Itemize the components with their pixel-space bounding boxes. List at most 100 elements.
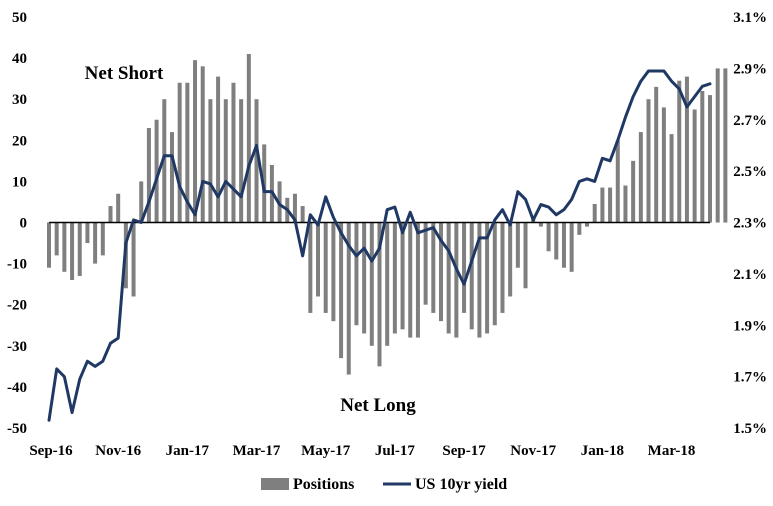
right-tick-label: 1.7%	[733, 370, 767, 386]
position-bar	[208, 99, 213, 223]
legend: Positions US 10yr yield	[261, 476, 507, 493]
right-axis-ticks: 3.1% 2.9% 2.7% 2.5% 2.3% 2.1% 1.9% 1.7% 1.5%	[733, 10, 767, 437]
position-bar	[308, 222, 313, 313]
x-tick-label: Nov-17	[510, 443, 556, 459]
left-tick-label: -50	[7, 421, 27, 437]
right-tick-label: 2.7%	[733, 113, 767, 129]
position-bar	[200, 66, 205, 223]
position-bar	[100, 222, 105, 256]
position-bar	[454, 222, 459, 338]
position-bar	[362, 222, 367, 334]
position-bar	[47, 222, 51, 268]
position-bar	[108, 206, 113, 223]
legend-label-positions: Positions	[293, 476, 354, 493]
position-bar	[523, 222, 528, 289]
annotation-net-short: Net Short	[85, 63, 164, 84]
position-bar	[300, 206, 305, 223]
position-bar	[316, 222, 321, 297]
position-bar	[85, 222, 90, 244]
position-bar	[684, 76, 689, 223]
legend-label-yield: US 10yr yield	[415, 476, 507, 493]
right-tick-label: 2.3%	[733, 216, 767, 232]
position-bar	[223, 99, 228, 223]
x-tick-label: Jan-17	[166, 443, 210, 459]
position-bar	[162, 99, 167, 223]
left-tick-label: -40	[7, 380, 27, 396]
right-tick-label: 2.5%	[733, 164, 767, 180]
position-bar	[485, 222, 490, 334]
position-bar	[70, 222, 75, 281]
position-bar	[500, 222, 505, 313]
position-bar	[93, 222, 98, 264]
position-bar	[715, 68, 720, 223]
x-tick-label: Mar-17	[233, 443, 281, 459]
left-tick-label: -20	[7, 298, 27, 314]
position-bar	[446, 222, 451, 334]
position-bar	[646, 99, 651, 223]
right-tick-label: 3.1%	[733, 10, 767, 26]
left-tick-label: 20	[12, 133, 27, 149]
position-bar	[723, 68, 728, 223]
position-bar	[615, 140, 620, 223]
position-bar	[469, 222, 474, 330]
position-bar	[708, 95, 712, 223]
position-bar	[431, 222, 436, 313]
position-bar	[146, 127, 151, 223]
right-tick-label: 1.9%	[733, 318, 767, 334]
left-tick-label: 0	[20, 216, 28, 232]
position-bar	[246, 53, 251, 223]
position-bar	[623, 185, 628, 223]
position-bar	[177, 82, 182, 223]
x-tick-label: May-17	[301, 443, 351, 459]
position-bar	[139, 181, 144, 223]
right-tick-label: 2.1%	[733, 267, 767, 283]
position-bar	[508, 222, 513, 297]
position-bar	[400, 222, 405, 330]
position-bar	[477, 222, 482, 338]
position-bar	[231, 82, 236, 223]
x-tick-label: Mar-18	[648, 443, 696, 459]
position-bar	[62, 222, 67, 272]
x-tick-label: Jul-17	[375, 443, 416, 459]
position-bar	[385, 222, 390, 346]
position-bar	[438, 222, 443, 322]
x-tick-label: Sep-17	[442, 443, 486, 459]
position-bar	[538, 222, 543, 227]
position-bar	[216, 76, 221, 223]
left-tick-label: 30	[12, 92, 27, 108]
position-bar	[415, 222, 420, 338]
position-bar	[116, 193, 121, 223]
position-bar	[423, 222, 428, 305]
position-bar	[492, 222, 497, 326]
x-axis-ticks: Sep-16 Nov-16 Jan-17 Mar-17 May-17 Jul-17 Sep-…	[29, 443, 695, 459]
position-bar	[377, 222, 382, 367]
position-bar	[331, 222, 336, 322]
position-bar	[692, 109, 697, 223]
left-tick-label: 50	[12, 10, 27, 26]
position-bar	[592, 204, 597, 223]
yield-line	[47, 69, 712, 422]
position-bar	[585, 222, 590, 227]
position-bar	[408, 222, 413, 338]
right-tick-label: 1.5%	[733, 421, 767, 437]
x-tick-label: Sep-16	[29, 443, 73, 459]
position-bar	[700, 90, 705, 223]
position-bar	[77, 222, 82, 276]
position-bar	[169, 132, 174, 223]
position-bar	[654, 86, 659, 223]
position-bar	[292, 193, 297, 223]
legend-swatch-positions	[261, 478, 289, 490]
position-bar	[369, 222, 374, 346]
position-bar	[546, 222, 551, 252]
left-tick-label: -10	[7, 257, 27, 273]
position-bar	[462, 222, 467, 313]
position-bar	[661, 107, 666, 223]
position-bar	[239, 99, 244, 223]
right-tick-label: 2.9%	[733, 61, 767, 77]
position-bar	[554, 222, 559, 260]
position-bar	[561, 222, 566, 268]
position-bar	[254, 99, 259, 223]
position-bar	[354, 222, 359, 326]
position-bar	[631, 160, 636, 223]
